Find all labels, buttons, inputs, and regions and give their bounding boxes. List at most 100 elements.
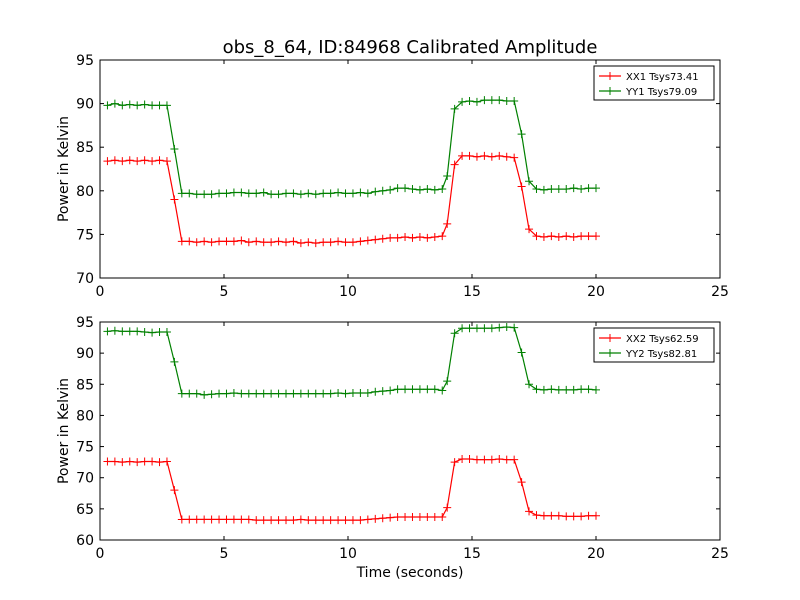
data-point — [252, 189, 261, 198]
data-point — [110, 326, 119, 335]
data-point — [133, 101, 142, 110]
data-point — [465, 324, 474, 333]
y-tick-label: 75 — [76, 440, 94, 456]
data-point — [192, 389, 201, 398]
data-point — [282, 516, 290, 525]
data-point — [569, 512, 578, 521]
data-point — [319, 516, 328, 525]
data-point — [177, 515, 186, 524]
data-point — [140, 457, 149, 466]
data-point — [472, 97, 481, 106]
data-point — [311, 190, 320, 199]
data-point — [592, 385, 600, 394]
data-point — [577, 185, 586, 194]
data-point — [185, 237, 194, 246]
legend-label: YY1 Tsys79.09 — [625, 87, 697, 98]
data-point — [502, 455, 511, 464]
data-point — [539, 385, 548, 394]
data-point — [140, 156, 149, 165]
data-point — [430, 385, 439, 394]
data-point — [547, 232, 556, 241]
data-point — [348, 516, 357, 525]
data-point — [125, 457, 134, 466]
data-point — [177, 389, 186, 398]
data-point — [487, 455, 496, 464]
data-point — [200, 390, 209, 399]
data-point — [311, 389, 320, 398]
data-point — [592, 511, 600, 520]
data-point — [125, 327, 134, 336]
data-point — [525, 507, 534, 516]
data-point — [229, 389, 238, 398]
data-point — [487, 324, 496, 333]
data-point — [539, 233, 548, 242]
data-point — [304, 516, 313, 525]
data-point — [510, 153, 519, 162]
legend-box — [593, 65, 715, 101]
data-point — [539, 185, 548, 194]
data-point — [415, 385, 424, 394]
y-tick-label: 60 — [76, 533, 94, 549]
legend-label: XX2 Tsys62.59 — [626, 334, 699, 345]
data-point — [162, 101, 171, 110]
data-point — [289, 189, 298, 198]
data-point — [480, 96, 489, 105]
data-point — [415, 512, 424, 521]
data-point — [259, 389, 268, 398]
data-point — [458, 151, 467, 160]
y-tick-label: 85 — [76, 140, 94, 156]
data-point — [334, 237, 343, 246]
data-point — [252, 237, 261, 246]
data-point — [502, 322, 511, 331]
data-point — [140, 327, 149, 336]
data-point — [140, 100, 149, 109]
data-point — [363, 389, 372, 398]
data-point — [319, 189, 328, 198]
data-point — [487, 152, 496, 161]
data-point — [443, 377, 452, 386]
y-tick-label: 70 — [76, 471, 94, 487]
data-point — [510, 323, 519, 332]
data-point — [495, 323, 504, 332]
y-axis-label: Power in Kelvin — [56, 378, 72, 484]
data-point — [371, 514, 380, 523]
data-point — [110, 156, 119, 165]
data-point — [480, 151, 489, 160]
y-tick-label: 75 — [76, 227, 94, 243]
data-point — [311, 516, 320, 525]
data-point — [554, 233, 563, 242]
data-point — [215, 389, 224, 398]
data-point — [207, 390, 216, 399]
data-point — [532, 385, 541, 394]
data-point — [148, 457, 157, 466]
data-point — [162, 157, 171, 166]
data-point — [222, 237, 231, 246]
data-point — [438, 185, 447, 194]
x-tick-label: 15 — [463, 284, 481, 300]
y-tick-label: 80 — [76, 184, 94, 200]
data-point — [450, 458, 459, 467]
data-point — [229, 515, 238, 524]
legend-label: YY2 Tsys82.81 — [625, 349, 697, 360]
data-point — [569, 184, 578, 193]
data-point — [584, 385, 593, 394]
data-point — [356, 516, 365, 525]
data-point — [532, 232, 541, 241]
data-point — [118, 327, 127, 336]
data-point — [103, 157, 112, 166]
data-point — [393, 385, 402, 394]
data-point — [430, 233, 439, 242]
data-point — [162, 327, 171, 336]
y-axis-label: Power in Kelvin — [56, 116, 72, 222]
legend: XX2 Tsys62.59 YY2 Tsys82.81 — [593, 327, 715, 363]
data-point — [487, 96, 496, 105]
data-point — [532, 185, 541, 194]
data-point — [222, 515, 231, 524]
data-point — [378, 186, 387, 195]
data-point — [363, 515, 372, 524]
data-point — [244, 189, 253, 198]
y-tick-label: 80 — [76, 408, 94, 424]
data-point — [207, 515, 216, 524]
data-point — [458, 455, 467, 464]
data-point — [237, 389, 246, 398]
